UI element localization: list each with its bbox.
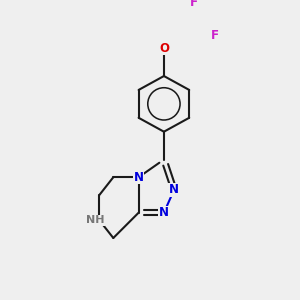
Text: NH: NH <box>85 215 104 225</box>
Text: O: O <box>159 42 169 55</box>
Text: F: F <box>190 0 198 9</box>
Text: F: F <box>211 29 218 42</box>
Text: N: N <box>169 183 179 196</box>
Text: N: N <box>134 171 144 184</box>
Text: N: N <box>159 206 169 219</box>
